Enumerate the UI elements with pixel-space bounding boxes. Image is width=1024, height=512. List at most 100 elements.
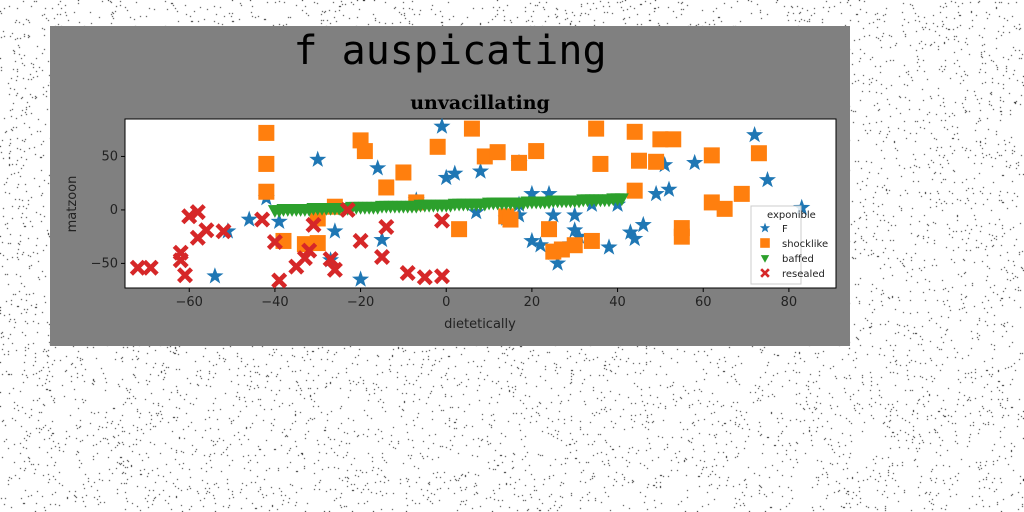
data-point-resealed [189,204,206,221]
data-point-f [531,236,549,253]
x-tick-label: 80 [781,295,798,310]
data-point-f [660,180,678,197]
data-point-f [566,206,584,223]
data-point-shocklike [566,237,583,254]
y-tick-label: 50 [101,149,118,164]
data-point-f [326,222,344,239]
data-point-f [647,184,665,202]
axis-ticks: −60 −40 −20 0 20 40 60 80 −50 0 50 [91,149,798,310]
data-point-shocklike [630,152,647,169]
data-point-shocklike [626,123,643,140]
legend-label: resealed [782,269,825,280]
data-point-resealed [339,201,356,218]
legend-label: F [782,224,788,235]
legend-label: baffed [782,254,814,265]
data-point-f [270,212,288,229]
legend-star-marker [759,222,771,233]
data-point-shocklike [665,131,682,148]
data-point-resealed [322,251,339,268]
data-point-resealed [172,252,189,269]
data-point-f [446,164,464,181]
data-point-f [373,230,391,248]
data-point-shocklike [733,185,750,202]
data-point-resealed [142,259,159,276]
data-point-shocklike [553,241,570,258]
data-point-shocklike [716,200,733,217]
data-point-shocklike [463,120,480,137]
data-point-f [523,231,541,249]
x-tick-label: −40 [261,295,288,310]
data-point-f [433,117,451,134]
y-axis-label: matzoon [65,176,80,233]
data-point-f [686,153,704,171]
data-point-resealed [305,216,322,233]
data-point-resealed [434,268,450,285]
data-point-baffed [614,193,629,207]
x-tick-label: −20 [347,295,374,310]
data-point-shocklike [476,148,493,165]
data-point-f [626,229,644,247]
data-point-f [793,198,811,216]
data-point-shocklike [429,138,446,155]
data-point-resealed [301,242,318,259]
data-point-resealed [352,232,369,249]
data-point-shocklike [528,143,545,160]
data-point-shocklike [703,147,720,164]
x-tick-label: 20 [524,295,541,310]
x-tick-label: 0 [442,295,450,310]
data-point-resealed [326,261,343,278]
data-point-shocklike [541,221,558,238]
data-point-shocklike [258,124,275,141]
data-points [129,117,811,289]
data-point-f [369,159,387,176]
data-point-resealed [129,259,146,276]
data-point-resealed [254,211,271,228]
data-point-resealed [378,219,395,235]
legend-box [750,205,802,285]
data-point-resealed [271,272,288,289]
data-point-f [219,222,237,239]
data-point-f [309,150,327,167]
data-point-resealed [266,234,283,250]
data-point-shocklike [258,155,275,172]
data-point-f [621,223,639,240]
data-point-resealed [215,223,232,240]
data-point-shocklike [673,228,690,245]
x-tick-label: −60 [176,295,203,310]
data-point-resealed [399,265,416,281]
data-point-resealed [434,212,450,229]
data-point-shocklike [451,221,468,238]
data-point-shocklike [592,155,609,172]
legend-triangle-marker [760,255,770,263]
data-point-shocklike [258,183,275,200]
data-point-resealed [181,208,198,225]
data-point-f [549,254,567,271]
data-point-f [240,210,258,227]
data-point-f [206,267,224,284]
data-point-resealed [177,267,193,284]
data-point-f [540,184,558,202]
data-point-shocklike [511,154,528,171]
data-point-f [352,270,370,287]
data-point-f [437,168,455,186]
data-point-shocklike [378,179,395,196]
chart-suptitle: f auspicating [293,28,606,74]
data-point-f [523,184,541,202]
data-point-resealed [416,269,433,286]
data-point-shocklike [583,232,600,249]
data-point-f [746,126,764,143]
x-axis-label: dietetically [444,317,516,332]
data-point-f [566,221,584,238]
data-point-shocklike [489,144,506,161]
y-tick-label: −50 [91,256,118,271]
data-point-shocklike [356,143,373,160]
data-point-resealed [198,222,215,239]
data-point-f [600,238,618,255]
data-point-shocklike [502,211,519,228]
data-point-f [510,206,528,223]
legend-x-marker [760,268,770,278]
data-point-f [471,162,490,179]
data-point-f [656,156,674,173]
